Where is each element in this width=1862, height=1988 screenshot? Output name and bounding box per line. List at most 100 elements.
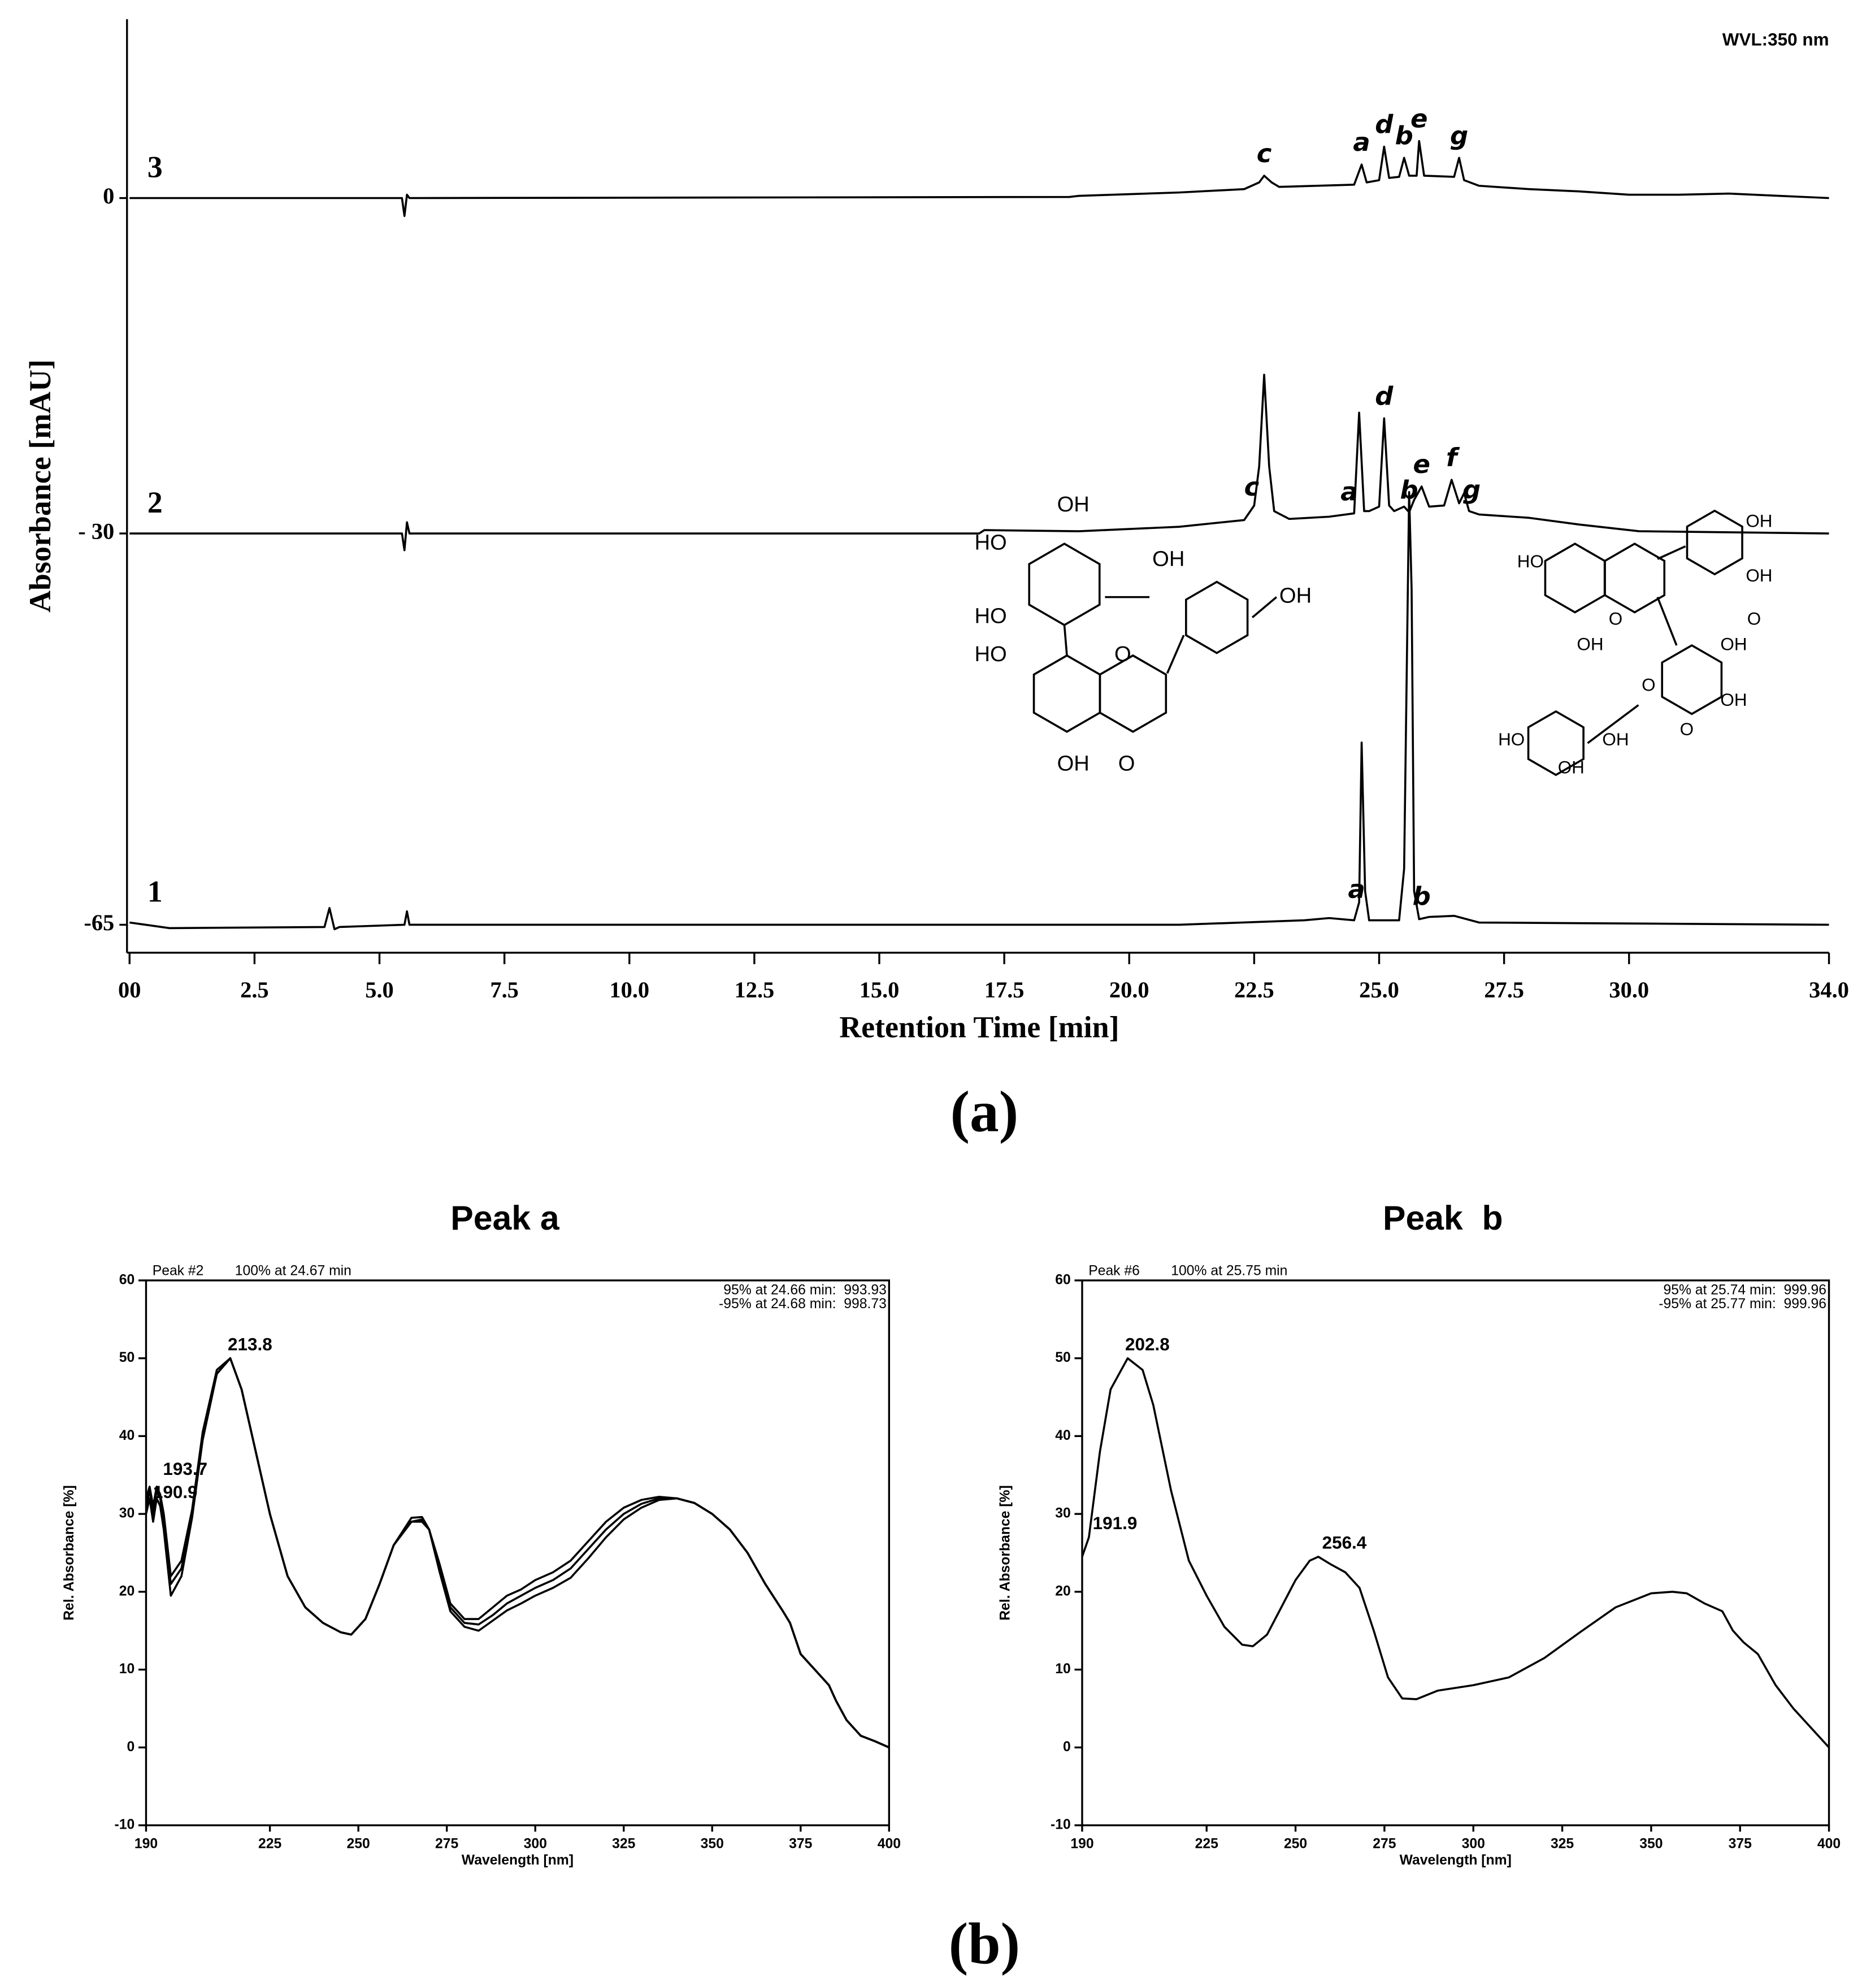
peak-label: d: [1375, 110, 1394, 140]
header-text: 100% at 24.67 min: [235, 1264, 351, 1279]
x-tick-label: 12.5: [735, 977, 775, 1002]
x-tick-label: 22.5: [1234, 977, 1274, 1002]
x-tick-label: 5.0: [365, 977, 394, 1002]
trace: [145, 1357, 890, 1748]
peak-label: a: [1353, 127, 1370, 157]
trace: [129, 491, 1829, 931]
header-text: Peak #2: [153, 1264, 204, 1279]
x-tick-label: 375: [1729, 1836, 1752, 1851]
trace-label: 1: [147, 874, 163, 908]
ring: [1185, 580, 1249, 654]
atom-label: HO: [974, 530, 1006, 554]
atom-label: OH: [1057, 492, 1090, 516]
y-tick-label: 60: [119, 1272, 135, 1287]
y-tick-label: 0: [127, 1739, 134, 1755]
trace: [129, 374, 1829, 552]
ring: [1544, 542, 1606, 614]
peak-value: 256.4: [1322, 1533, 1367, 1553]
panel-label: (b): [949, 1912, 1020, 1976]
header-text: -95% at 25.77 min: 999.96: [1659, 1296, 1826, 1312]
peak-label: c: [1257, 138, 1272, 168]
y-tick-label: 60: [1055, 1272, 1071, 1287]
header-text: -95% at 24.68 min: 998.73: [719, 1296, 887, 1312]
peak-label: c: [1244, 472, 1260, 502]
x-tick-label: 20.0: [1109, 977, 1149, 1002]
trace: [1081, 1357, 1830, 1748]
y-tick-label: 10: [119, 1661, 135, 1677]
header-text: 100% at 25.75 min: [1171, 1264, 1287, 1279]
peak-label: g: [1450, 120, 1468, 150]
y-tick-label: - 30: [78, 518, 114, 544]
x-tick-label: 350: [701, 1836, 724, 1851]
x-tick-label: 275: [1373, 1836, 1396, 1851]
ring: [1686, 509, 1743, 576]
y-tick-label: 40: [1055, 1428, 1071, 1443]
x-tick-label: 10.0: [609, 977, 649, 1002]
y-axis-label: Rel. Absorbance [%]: [62, 1485, 77, 1620]
x-tick-label: 375: [789, 1836, 812, 1851]
ring: [1028, 542, 1101, 627]
peak-label: f: [1446, 442, 1460, 472]
atom-label: HO: [1498, 730, 1525, 749]
y-tick-label: -10: [115, 1817, 135, 1833]
trace-label: 2: [147, 485, 163, 519]
peak-label: a: [1348, 874, 1365, 904]
atom-label: O: [1118, 751, 1135, 775]
atom-label: OH: [1602, 730, 1629, 749]
peak-label: e: [1410, 104, 1427, 134]
atom-label: HO: [1517, 552, 1544, 571]
atom-label: OH: [1558, 757, 1585, 777]
x-tick-label: 27.5: [1484, 977, 1524, 1002]
atom-label: OH: [1279, 584, 1312, 608]
y-axis-label: Absorbance [mAU]: [23, 359, 57, 613]
atom-label: O: [1680, 719, 1694, 739]
y-tick-label: 10: [1055, 1661, 1071, 1677]
peak-value: 190.9: [153, 1482, 198, 1502]
plot-frame: [1081, 1279, 1830, 1826]
ring: [1032, 654, 1101, 733]
bond: [1656, 596, 1678, 646]
plot-frame: [145, 1279, 891, 1826]
trace: [129, 140, 1829, 217]
chart-title: Peak a: [450, 1199, 560, 1237]
x-tick-label: 325: [612, 1836, 635, 1851]
peak-label: b: [1413, 882, 1431, 911]
x-tick-label: 17.5: [984, 977, 1025, 1002]
x-tick-label: 225: [1195, 1836, 1218, 1851]
atom-label: OH: [1746, 511, 1772, 531]
y-tick-label: 30: [1055, 1506, 1071, 1521]
header-text: 95% at 25.74 min: 999.96: [1663, 1282, 1826, 1297]
atom-label: O: [1114, 642, 1131, 666]
atom-label: OH: [1746, 566, 1772, 585]
ring: [1527, 710, 1585, 776]
bond: [1166, 635, 1185, 674]
atom-label: OH: [1577, 634, 1603, 654]
header-text: Peak #6: [1088, 1264, 1140, 1279]
x-tick-label: 400: [1817, 1836, 1841, 1851]
annotation: WVL:350 nm: [1722, 29, 1829, 49]
x-axis-label: Wavelength [nm]: [462, 1853, 574, 1868]
bond: [1657, 545, 1686, 560]
trace: [145, 1357, 890, 1748]
peak-label: b: [1395, 120, 1413, 150]
x-tick-label: 300: [524, 1836, 547, 1851]
y-axis-label: Rel. Absorbance [%]: [998, 1485, 1013, 1620]
y-tick-label: 50: [119, 1350, 135, 1365]
y-tick-label: -65: [84, 910, 114, 935]
peak-value: 213.8: [228, 1334, 272, 1354]
atom-label: O: [1609, 609, 1622, 628]
peak-label: b: [1400, 475, 1418, 505]
ring: [1099, 654, 1167, 733]
bond: [1251, 596, 1278, 618]
y-tick-label: 50: [1055, 1350, 1071, 1365]
y-tick-label: 40: [119, 1428, 135, 1443]
trace: [145, 1357, 890, 1748]
y-tick-label: -10: [1051, 1817, 1071, 1833]
x-tick-label: 300: [1462, 1836, 1485, 1851]
atom-label: HO: [974, 604, 1006, 628]
x-tick-label: 190: [1070, 1836, 1093, 1851]
x-tick-label: 30.0: [1609, 977, 1649, 1002]
ring: [1661, 644, 1723, 715]
peak-label: e: [1413, 449, 1430, 479]
atom-label: OH: [1152, 547, 1184, 571]
